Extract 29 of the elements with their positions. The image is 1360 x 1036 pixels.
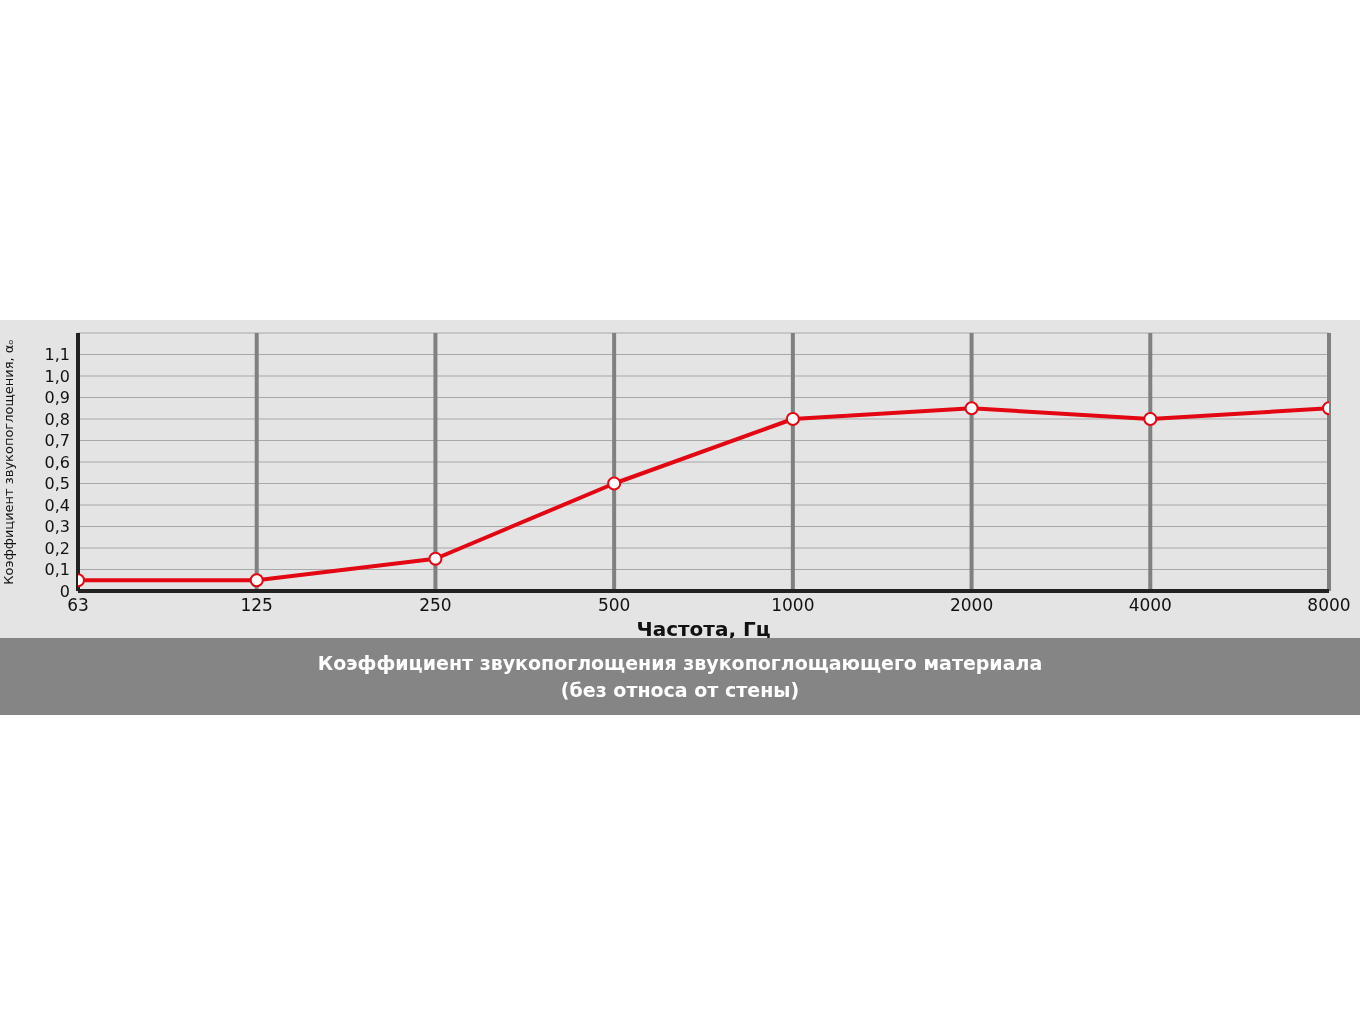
- y-tick-label: 0,2: [44, 538, 70, 558]
- point: [964, 401, 979, 416]
- point: [1143, 412, 1158, 426]
- text: Коэффициент звукопоглощения звукопоглощающего материала (без относа от стены): [316, 650, 1044, 703]
- y-axis-title: Коэффициент звукопоглощения, αₒ: [0, 339, 16, 585]
- x-tick-label: 4000: [1128, 595, 1172, 616]
- x-tick-label: 63: [67, 595, 89, 616]
- y-tick-label: 0,5: [44, 474, 70, 494]
- x-tick-label: 250: [419, 595, 452, 616]
- y-tick-label: 0,8: [44, 409, 70, 429]
- x-tick-label: 8000: [1307, 595, 1351, 616]
- y-tick-label: 0,4: [44, 495, 70, 515]
- x-tick-label: 500: [597, 595, 631, 616]
- y-tick-label: 1,0: [44, 366, 70, 386]
- y-tick-label: 0,6: [44, 452, 70, 472]
- point: [607, 476, 622, 491]
- point: [428, 551, 443, 566]
- y-tick-label: 0,9: [44, 388, 70, 408]
- y-tick-label: 0,7: [44, 431, 70, 451]
- y-tick-label: 0,3: [44, 517, 70, 537]
- x-tick-label: 125: [240, 595, 273, 616]
- y-tick-label: 1,1: [44, 345, 70, 365]
- y-tick-label: 0: [59, 581, 70, 601]
- x-axis-title: Частота, Гц: [636, 617, 771, 641]
- y-tick-label: 0,1: [44, 560, 70, 580]
- x-tick-label: 1000: [771, 595, 815, 616]
- x-tick-label: 2000: [949, 595, 994, 616]
- point: [785, 412, 800, 426]
- point: [249, 573, 264, 588]
